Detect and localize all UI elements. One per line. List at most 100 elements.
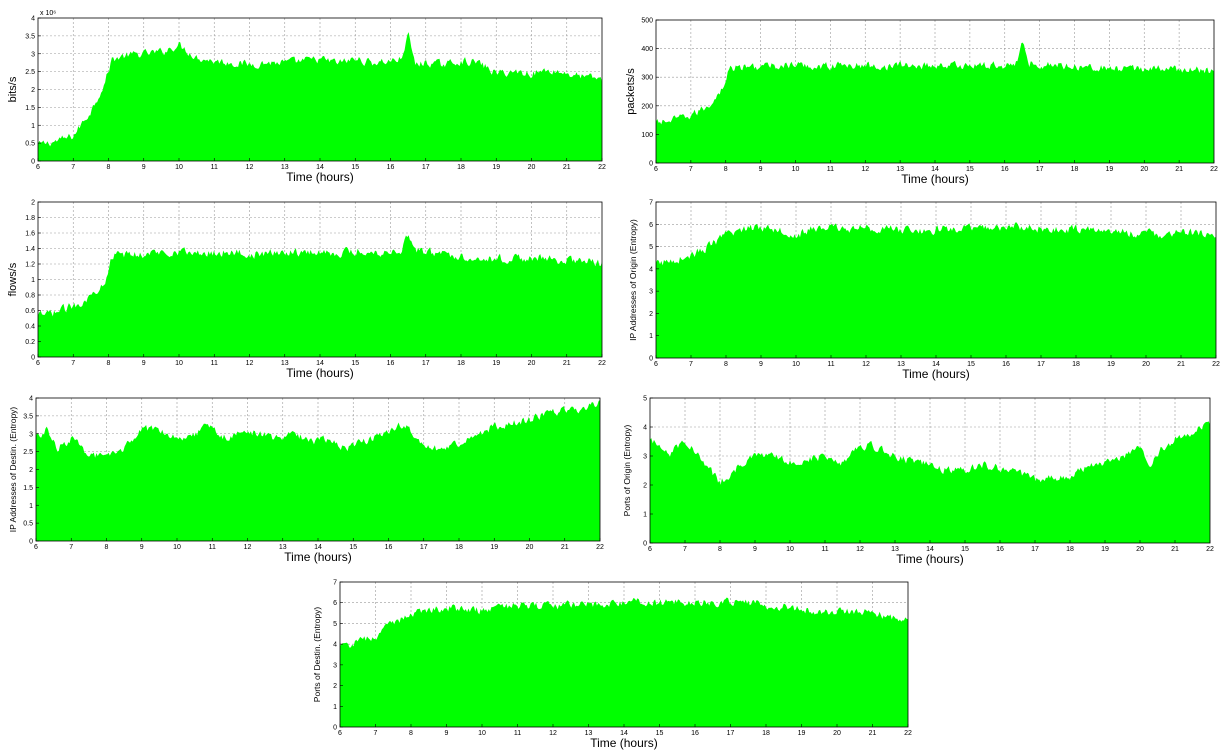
x-tick-label: 12 <box>856 546 864 553</box>
y-axis-label: Ports of Origin (Entropy) <box>622 425 632 517</box>
y-tick-label: 1.5 <box>23 485 33 492</box>
x-tick-label: 22 <box>596 544 604 551</box>
x-tick-label: 7 <box>69 544 73 551</box>
x-tick-label: 6 <box>654 166 658 173</box>
x-tick-label: 15 <box>967 361 975 368</box>
x-tick-label: 17 <box>422 164 430 171</box>
x-tick-label: 11 <box>211 164 218 171</box>
y-tick-label: 1 <box>333 704 337 711</box>
x-tick-label: 11 <box>514 730 521 737</box>
x-tick-label: 13 <box>891 546 899 553</box>
y-tick-label: 2 <box>643 483 647 490</box>
y-tick-label: 4 <box>649 266 653 273</box>
x-tick-label: 9 <box>759 361 763 368</box>
x-tick-label: 16 <box>385 544 393 551</box>
y-tick-label: 7 <box>333 580 337 587</box>
x-tick-label: 18 <box>762 730 770 737</box>
y-tick-label: 3.5 <box>25 33 35 40</box>
y-tick-label: 0.5 <box>23 521 33 528</box>
x-tick-label: 22 <box>1210 166 1218 173</box>
y-tick-label: 0 <box>649 161 653 168</box>
x-tick-label: 11 <box>827 361 834 368</box>
x-tick-label: 9 <box>445 730 449 737</box>
y-tick-label: 1.6 <box>25 231 35 238</box>
x-tick-label: 18 <box>1071 166 1079 173</box>
series-area <box>36 400 600 541</box>
x-tick-label: 18 <box>457 360 465 367</box>
x-tick-label: 21 <box>1171 546 1179 553</box>
x-tick-label: 10 <box>175 360 183 367</box>
x-tick-label: 8 <box>409 730 413 737</box>
x-tick-label: 8 <box>724 361 728 368</box>
x-tick-label: 11 <box>211 360 218 367</box>
x-tick-label: 15 <box>961 546 969 553</box>
x-tick-label: 15 <box>656 730 664 737</box>
x-tick-label: 12 <box>244 544 252 551</box>
x-tick-label: 11 <box>821 546 828 553</box>
y-tick-label: 4 <box>333 642 337 649</box>
y-tick-label: 2 <box>333 683 337 690</box>
x-axis-label: Time (hours) <box>286 170 354 184</box>
y-axis-label: flows/s <box>7 262 19 296</box>
y-tick-label: 0.8 <box>25 293 35 300</box>
x-tick-label: 8 <box>107 360 111 367</box>
y-tick-label: 2.5 <box>25 69 35 76</box>
x-tick-label: 11 <box>209 544 216 551</box>
x-tick-label: 19 <box>1105 166 1113 173</box>
x-tick-label: 22 <box>598 164 606 171</box>
y-tick-label: 0 <box>31 355 35 362</box>
x-axis-label: Time (hours) <box>901 172 969 186</box>
x-tick-label: 14 <box>316 360 324 367</box>
x-tick-label: 6 <box>34 544 38 551</box>
x-tick-label: 13 <box>897 361 905 368</box>
y-tick-label: 0 <box>649 356 653 363</box>
y-tick-label: 1.2 <box>25 262 35 269</box>
x-tick-label: 12 <box>861 166 869 173</box>
y-tick-label: 3 <box>333 662 337 669</box>
series-area <box>650 421 1210 543</box>
x-axis-label: Time (hours) <box>284 550 352 564</box>
x-tick-label: 15 <box>966 166 974 173</box>
y-tick-label: 2 <box>649 311 653 318</box>
series-area <box>38 32 602 162</box>
y-tick-label: 0.4 <box>25 324 35 331</box>
y-tick-label: 5 <box>333 621 337 628</box>
x-tick-label: 12 <box>549 730 557 737</box>
x-tick-label: 8 <box>718 546 722 553</box>
x-tick-label: 19 <box>492 360 500 367</box>
x-tick-label: 7 <box>683 546 687 553</box>
y-tick-label: 3 <box>31 51 35 58</box>
x-tick-label: 9 <box>142 164 146 171</box>
x-tick-label: 10 <box>175 164 183 171</box>
x-tick-label: 20 <box>1136 546 1144 553</box>
x-tick-label: 20 <box>526 544 534 551</box>
y-tick-label: 0 <box>643 541 647 548</box>
y-tick-label: 400 <box>641 46 653 53</box>
x-tick-label: 12 <box>246 360 254 367</box>
x-tick-label: 6 <box>338 730 342 737</box>
x-axis-label: Time (hours) <box>590 736 658 750</box>
y-tick-label: 0 <box>31 159 35 166</box>
y-axis-label: packets/s <box>625 68 637 115</box>
y-tick-label: 200 <box>641 103 653 110</box>
x-tick-label: 20 <box>1140 166 1148 173</box>
y-tick-label: 2 <box>29 467 33 474</box>
y-tick-label: 100 <box>641 132 653 139</box>
x-tick-label: 22 <box>598 360 606 367</box>
y-axis-label: Ports of Destin. (Entropy) <box>312 607 322 703</box>
x-tick-label: 9 <box>142 360 146 367</box>
y-tick-label: 2 <box>31 200 35 207</box>
x-tick-label: 8 <box>107 164 111 171</box>
y-tick-label: 2.5 <box>23 449 33 456</box>
x-tick-label: 19 <box>1101 546 1109 553</box>
x-tick-label: 17 <box>1037 361 1045 368</box>
y-tick-label: 500 <box>641 18 653 25</box>
chart-ports-origin-entropy: 6 7 8 9 10 11 12 13 14 15 16 17 18 19 20 21 22012345Time… <box>622 396 1214 567</box>
x-tick-label: 15 <box>351 360 359 367</box>
x-tick-label: 16 <box>691 730 699 737</box>
x-tick-label: 7 <box>374 730 378 737</box>
x-tick-label: 14 <box>620 730 628 737</box>
x-tick-label: 18 <box>1066 546 1074 553</box>
x-tick-label: 20 <box>1142 361 1150 368</box>
x-tick-label: 17 <box>1036 166 1044 173</box>
